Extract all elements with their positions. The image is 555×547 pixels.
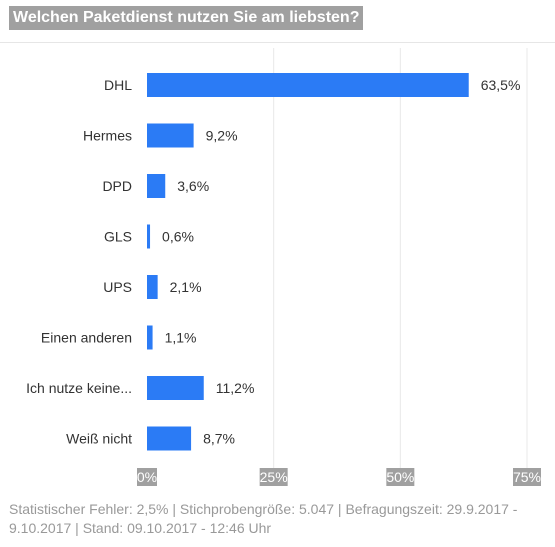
title-divider [0, 42, 555, 43]
chart-title: Welchen Paketdienst nutzen Sie am liebst… [9, 6, 364, 30]
footer-note: Statistischer Fehler: 2,5% | Stichproben… [9, 501, 518, 536]
category-label: Weiß nicht [66, 431, 132, 447]
value-label: 63,5% [481, 77, 521, 93]
tick-label-bg [137, 468, 157, 486]
bar [147, 426, 192, 451]
category-label: Hermes [83, 128, 132, 144]
bar [147, 123, 194, 148]
tick-label-bg [513, 468, 541, 486]
bar [147, 325, 153, 350]
bar [147, 376, 204, 400]
value-label: 3,6% [177, 178, 209, 194]
tick-label-bg [386, 468, 415, 486]
category-label: UPS [103, 279, 132, 295]
tick-label: 50% [386, 469, 414, 485]
category-label: GLS [104, 229, 132, 245]
category-label: DHL [104, 77, 132, 93]
value-label: 0,6% [162, 229, 194, 245]
bar [147, 224, 151, 249]
tick-label: 75% [513, 469, 541, 485]
bar [147, 174, 166, 198]
bar [147, 73, 469, 97]
value-label: 11,2% [216, 380, 255, 396]
tick-label: 0% [137, 469, 157, 485]
bar-chart: DHL 63,5% Hermes 9,2% DPD 3,6% GLS 0,6% UPS 2,1% E… [26, 48, 541, 486]
tick-label: 25% [260, 469, 288, 485]
value-label: 8,7% [203, 431, 235, 447]
value-label: 1,1% [165, 330, 197, 346]
value-label: 9,2% [206, 128, 238, 144]
bar [147, 275, 158, 299]
value-label: 2,1% [170, 279, 202, 295]
tick-label-bg [259, 468, 288, 486]
category-label: DPD [102, 178, 132, 194]
category-label: Ich nutze keine... [26, 380, 132, 396]
category-label: Einen anderen [41, 330, 132, 346]
